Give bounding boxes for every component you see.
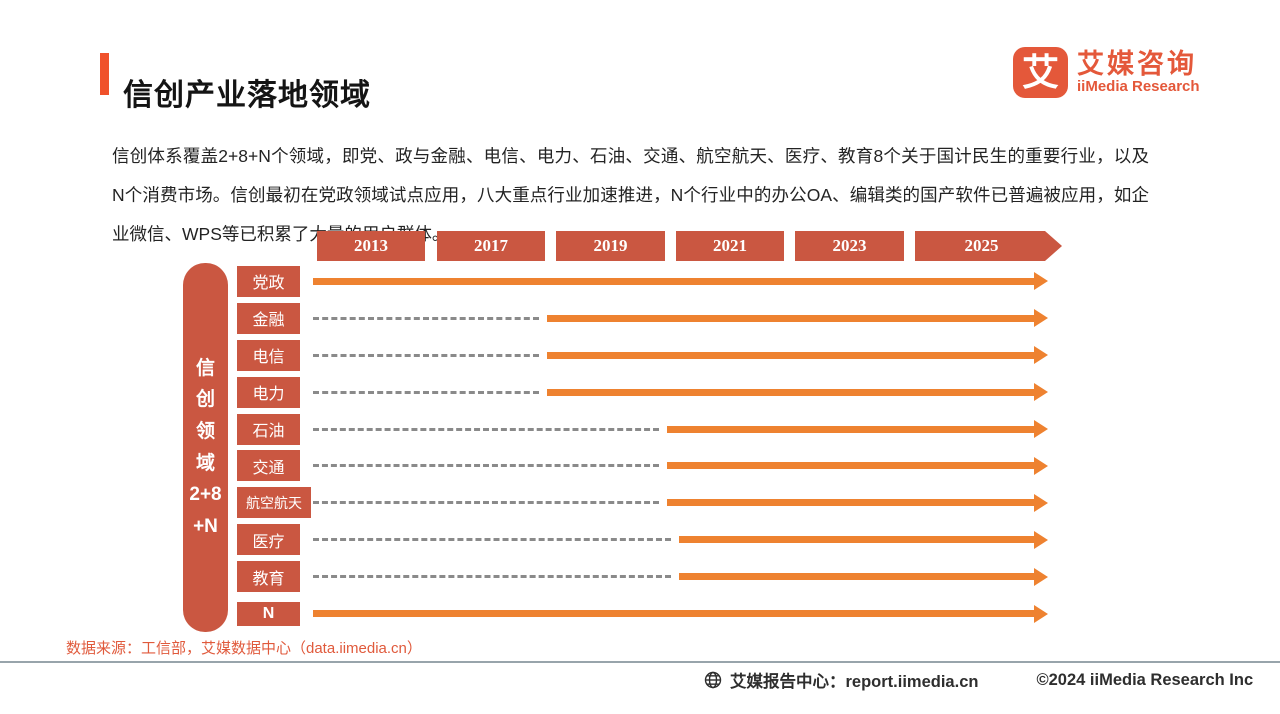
footer-divider bbox=[0, 661, 1280, 663]
timeline-bar bbox=[546, 388, 1037, 396]
arrow-head-icon bbox=[1034, 383, 1048, 402]
globe-icon bbox=[704, 671, 722, 689]
timeline-bar bbox=[679, 536, 1037, 544]
footer: 艾媒报告中心：report.iimedia.cn ©2024 iiMedia R… bbox=[703, 668, 1253, 692]
chart-side-label-line: 2+8 bbox=[189, 484, 222, 506]
iimedia-logo: 艾 艾媒咨询 iiMedia Research bbox=[1013, 47, 1200, 98]
dashed-lead-line bbox=[313, 427, 660, 431]
dashed-lead-line bbox=[313, 464, 660, 468]
logo-name-en: iiMedia Research bbox=[1077, 77, 1200, 95]
arrow-head-icon bbox=[1034, 493, 1048, 512]
arrow-head-icon bbox=[1034, 420, 1048, 439]
row-label-N: N bbox=[237, 601, 300, 626]
row-label-航空航天: 航空航天 bbox=[237, 487, 311, 519]
timeline-bar bbox=[546, 351, 1037, 359]
timeline-bar bbox=[546, 314, 1037, 322]
chart-side-label-line: 信 bbox=[195, 357, 215, 379]
dashed-lead-line bbox=[313, 501, 660, 505]
arrow-head-icon bbox=[1034, 272, 1048, 291]
arrow-head-icon bbox=[1034, 567, 1048, 586]
year-tick-2013: 2013 bbox=[317, 231, 425, 261]
arrow-head-icon bbox=[1034, 346, 1048, 365]
footer-report-center-text: 艾媒报告中心：report.iimedia.cn bbox=[730, 673, 979, 691]
chart-side-label-line: 域 bbox=[195, 452, 215, 474]
year-tick-2025: 2025 bbox=[915, 231, 1062, 261]
title-accent-bar bbox=[100, 53, 109, 95]
arrow-head-icon bbox=[1034, 530, 1048, 549]
timeline-bar bbox=[667, 499, 1037, 507]
year-tick-2021: 2021 bbox=[676, 231, 784, 261]
row-label-电力: 电力 bbox=[237, 376, 300, 408]
footer-copyright: ©2024 iiMedia Research Inc bbox=[1036, 670, 1254, 689]
arrow-head-icon bbox=[1034, 604, 1048, 623]
row-label-电信: 电信 bbox=[237, 339, 300, 371]
logo-icon: 艾 bbox=[1013, 47, 1068, 98]
page-title: 信创产业落地领域 bbox=[123, 79, 371, 113]
data-source-note: 数据来源：工信部，艾媒数据中心（data.iimedia.cn） bbox=[66, 640, 422, 657]
timeline-bar bbox=[679, 573, 1037, 581]
timeline-bar bbox=[667, 462, 1037, 470]
row-label-石油: 石油 bbox=[237, 413, 300, 445]
arrow-head-icon bbox=[1034, 309, 1048, 328]
dashed-lead-line bbox=[313, 575, 672, 579]
footer-report-center: 艾媒报告中心：report.iimedia.cn bbox=[703, 668, 978, 692]
logo-text: 艾媒咨询 iiMedia Research bbox=[1077, 50, 1200, 94]
row-label-交通: 交通 bbox=[237, 450, 300, 482]
row-label-教育: 教育 bbox=[237, 561, 300, 593]
year-tick-2017: 2017 bbox=[437, 231, 545, 261]
chart-side-label-line: 创 bbox=[195, 389, 215, 411]
timeline-bar bbox=[313, 610, 1037, 618]
timeline-bar bbox=[667, 425, 1037, 433]
year-tick-2019: 2019 bbox=[556, 231, 665, 261]
chart-side-label-line: 领 bbox=[195, 420, 215, 442]
logo-icon-glyph: 艾 bbox=[1022, 52, 1059, 93]
row-label-医疗: 医疗 bbox=[237, 524, 300, 556]
chart-side-label-line: +N bbox=[193, 515, 218, 537]
timeline-bar bbox=[313, 277, 1037, 285]
arrow-head-icon bbox=[1034, 456, 1048, 475]
dashed-lead-line bbox=[313, 353, 539, 357]
year-tick-2023: 2023 bbox=[795, 231, 904, 261]
dashed-lead-line bbox=[313, 538, 672, 542]
row-label-党政: 党政 bbox=[237, 265, 300, 297]
chart-side-label: 信创领域 2+8 +N bbox=[183, 263, 228, 632]
intro-paragraph: 信创体系覆盖2+8+N个领域，即党、政与金融、电信、电力、石油、交通、航空航天、… bbox=[112, 145, 1149, 244]
row-label-金融: 金融 bbox=[237, 302, 300, 334]
dashed-lead-line bbox=[313, 316, 539, 320]
dashed-lead-line bbox=[313, 390, 539, 394]
logo-name-cn: 艾媒咨询 bbox=[1077, 49, 1197, 80]
